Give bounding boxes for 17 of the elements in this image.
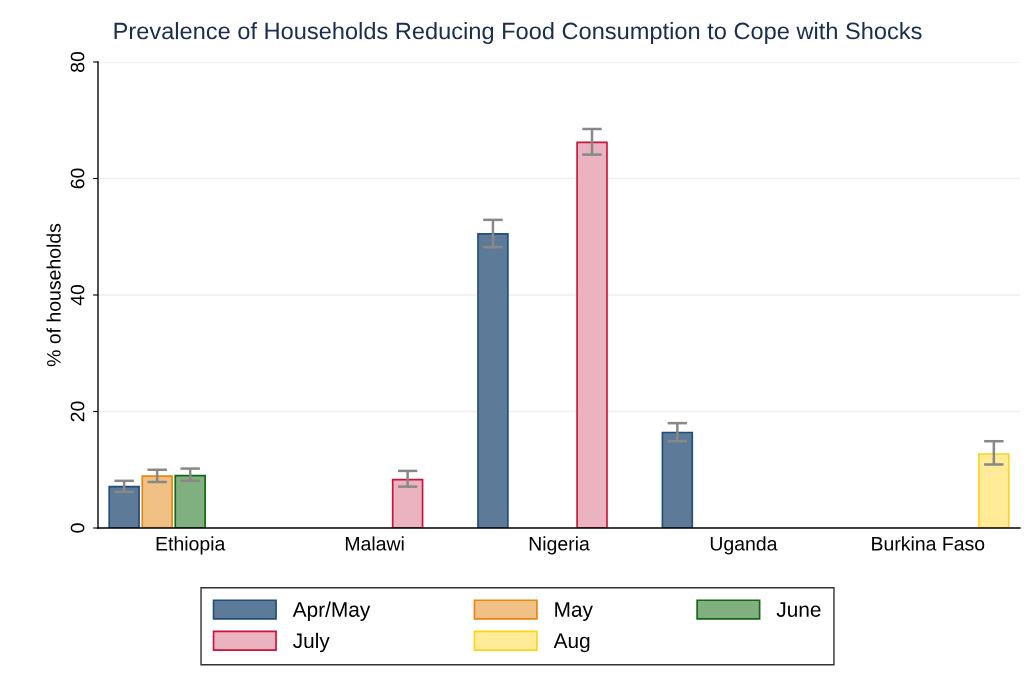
legend-label: June bbox=[776, 602, 821, 617]
x-tick-label: Nigeria bbox=[529, 536, 590, 555]
legend-label: May bbox=[555, 602, 593, 622]
x-tick-label: Malawi bbox=[345, 536, 404, 551]
legend-label: July bbox=[293, 632, 330, 653]
x-tick-label: Burkina Faso bbox=[872, 536, 985, 551]
legend-label: Apr/May bbox=[292, 601, 371, 622]
chart-title: Prevalence of Households Reducing Food Consumption to Cope with Shocks bbox=[114, 22, 922, 44]
y-axis-title: % of households bbox=[46, 223, 61, 367]
y-tick-label: 40 bbox=[70, 284, 85, 306]
y-tick-label: 0 bbox=[70, 523, 85, 533]
y-tick-label: 60 bbox=[70, 168, 85, 189]
x-tick-label: Uganda bbox=[710, 536, 778, 555]
x-tick-label: Ethiopia bbox=[156, 536, 226, 555]
y-tick-label: 20 bbox=[70, 401, 85, 422]
legend-label: Aug bbox=[553, 633, 590, 653]
y-tick-label: 80 bbox=[70, 51, 85, 72]
